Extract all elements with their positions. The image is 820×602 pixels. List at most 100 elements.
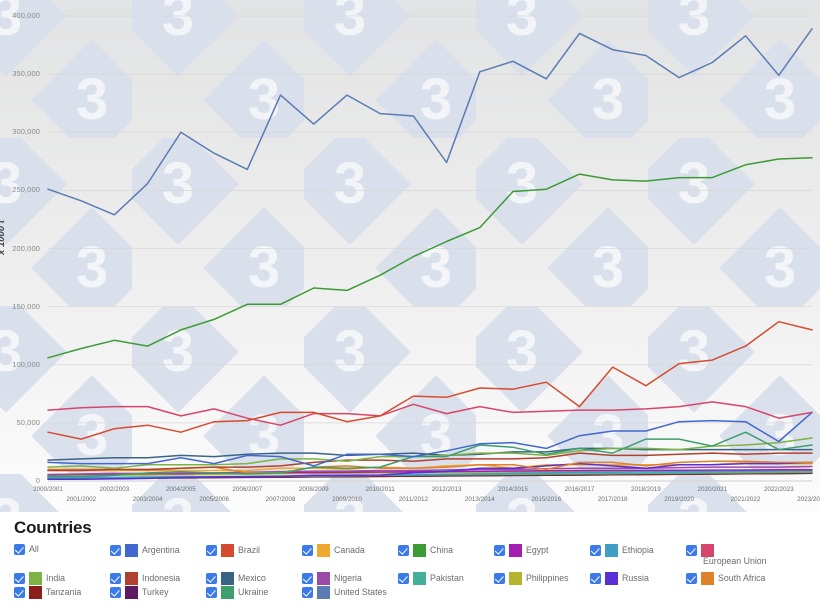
checkbox-checked-icon[interactable] [206, 573, 217, 584]
legend-item-label: Egypt [526, 545, 549, 556]
checkbox-checked-icon[interactable] [686, 545, 697, 556]
checkbox-checked-icon[interactable] [110, 545, 121, 556]
legend-color-swatch [509, 544, 522, 557]
checkbox-checked-icon[interactable] [110, 587, 121, 598]
legend-color-swatch [29, 586, 42, 599]
legend-item-label: European Union [703, 556, 767, 566]
x-axis-tick-label: 2003/2004 [132, 496, 163, 503]
legend-item-label: Argentina [142, 545, 180, 556]
y-axis-tick-label: 350,000 [12, 69, 40, 79]
checkbox-checked-icon[interactable] [686, 573, 697, 584]
checkbox-checked-icon[interactable] [494, 545, 505, 556]
legend-item-label: Ukraine [238, 587, 269, 598]
legend-item-india[interactable]: India [14, 572, 65, 585]
x-axis-tick-label: 2011/2012 [398, 496, 429, 503]
y-axis-tick-label: 150,000 [12, 301, 40, 311]
legend-color-swatch [317, 544, 330, 557]
checkbox-checked-icon[interactable] [398, 573, 409, 584]
x-axis-tick-label: 2017/2018 [597, 496, 628, 503]
x-axis-tick-label: 2010/2011 [365, 486, 395, 493]
chart-plot-area: 33 050,000100,000150,000200,000250,00030… [0, 0, 820, 512]
legend-item-united-states[interactable]: United States [302, 586, 387, 599]
legend-item-label: Canada [334, 545, 365, 556]
legend-item-ukraine[interactable]: Ukraine [206, 586, 268, 599]
checkbox-checked-icon[interactable] [206, 545, 217, 556]
legend-color-swatch [125, 572, 138, 585]
y-axis-tick-label: 0 [35, 476, 40, 485]
legend-item-mexico[interactable]: Mexico [206, 572, 266, 585]
x-axis-tick-label: 2013/2014 [464, 496, 495, 503]
x-axis-tick-label: 2005/2006 [199, 496, 229, 503]
legend-item-label: Nigeria [334, 573, 362, 584]
legend-color-swatch [413, 572, 426, 585]
checkbox-checked-icon[interactable] [302, 545, 313, 556]
x-axis-tick-label: 2020/2021 [697, 486, 728, 493]
legend-item-russia[interactable]: Russia [590, 572, 649, 585]
y-axis-title: x 1000 t [0, 220, 7, 255]
checkbox-checked-icon[interactable] [206, 587, 217, 598]
legend-item-tanzania[interactable]: Tanzania [14, 586, 81, 599]
legend-color-swatch [317, 572, 330, 585]
checkbox-checked-icon[interactable] [302, 573, 313, 584]
x-axis-tick-label: 2008/2009 [298, 486, 329, 493]
x-axis-tick-label: 2000/2001 [33, 486, 63, 493]
legend-item-brazil[interactable]: Brazil [206, 544, 260, 557]
legend-item-label: China [430, 545, 453, 556]
legend-item-china[interactable]: China [398, 544, 453, 557]
x-axis-tick-label: 2004/2005 [165, 486, 196, 493]
y-axis-tick-label: 200,000 [12, 243, 40, 253]
checkbox-checked-icon[interactable] [14, 587, 25, 598]
legend-item-ethiopia[interactable]: Ethiopia [590, 544, 654, 557]
legend-color-swatch [221, 586, 234, 599]
x-axis-tick-label: 2006/2007 [232, 486, 263, 493]
legend-color-swatch [317, 586, 330, 599]
y-axis-tick-label: 400,000 [12, 11, 40, 20]
legend-color-swatch [605, 544, 618, 557]
legend-color-swatch [29, 572, 42, 585]
y-axis-tick-label: 250,000 [12, 185, 40, 195]
legend-item-european-union[interactable]: European Union [686, 544, 767, 565]
legend-item-nigeria[interactable]: Nigeria [302, 572, 362, 585]
legend-item-pakistan[interactable]: Pakistan [398, 572, 464, 585]
x-axis-tick-label: 2001/2002 [66, 496, 97, 503]
legend-heading: Countries [14, 518, 92, 537]
legend-item-label: All [29, 544, 39, 555]
legend-color-swatch [125, 586, 138, 599]
legend-item-label: Ethiopia [622, 545, 654, 556]
legend-item-label: Indonesia [142, 573, 181, 584]
checkbox-checked-icon[interactable] [590, 573, 601, 584]
legend-item-turkey[interactable]: Turkey [110, 586, 169, 599]
x-axis-tick-label: 2002/2003 [99, 486, 130, 493]
y-axis-tick-label: 300,000 [12, 127, 40, 137]
legend-color-swatch [605, 572, 618, 585]
legend-item-argentina[interactable]: Argentina [110, 544, 180, 557]
legend-item-south-africa[interactable]: South Africa [686, 572, 765, 585]
legend-item-canada[interactable]: Canada [302, 544, 365, 557]
x-axis-tick-label: 2014/2015 [498, 486, 528, 493]
legend-color-swatch [509, 572, 522, 585]
checkbox-checked-icon[interactable] [302, 587, 313, 598]
legend-item-indonesia[interactable]: Indonesia [110, 572, 180, 585]
x-axis-tick-label: 2007/2008 [265, 496, 296, 503]
checkbox-checked-icon[interactable] [398, 545, 409, 556]
legend-item-all[interactable]: All [14, 544, 39, 555]
checkbox-checked-icon[interactable] [494, 573, 505, 584]
x-axis-tick-label: 2019/2020 [664, 496, 695, 503]
checkbox-checked-icon[interactable] [110, 573, 121, 584]
legend-item-label: Tanzania [46, 587, 82, 598]
x-axis-tick-label: 2009/2010 [332, 496, 362, 503]
x-axis-tick-label: 2018/2019 [631, 486, 661, 493]
legend-color-swatch [413, 544, 426, 557]
legend-item-label: India [46, 573, 66, 584]
legend-item-egypt[interactable]: Egypt [494, 544, 549, 557]
x-axis-labels: 2000/2001 2001/2002 2002/2003 2003/2004 2004… [0, 484, 820, 512]
legend-color-swatch [701, 544, 714, 557]
x-axis-tick-label: 2023/2024 [797, 496, 820, 503]
checkbox-checked-icon[interactable] [14, 544, 25, 555]
legend-item-philippines[interactable]: Philippines [494, 572, 569, 585]
legend-item-label: Turkey [142, 587, 169, 598]
checkbox-checked-icon[interactable] [590, 545, 601, 556]
checkbox-checked-icon[interactable] [14, 573, 25, 584]
legend-color-swatch [221, 572, 234, 585]
